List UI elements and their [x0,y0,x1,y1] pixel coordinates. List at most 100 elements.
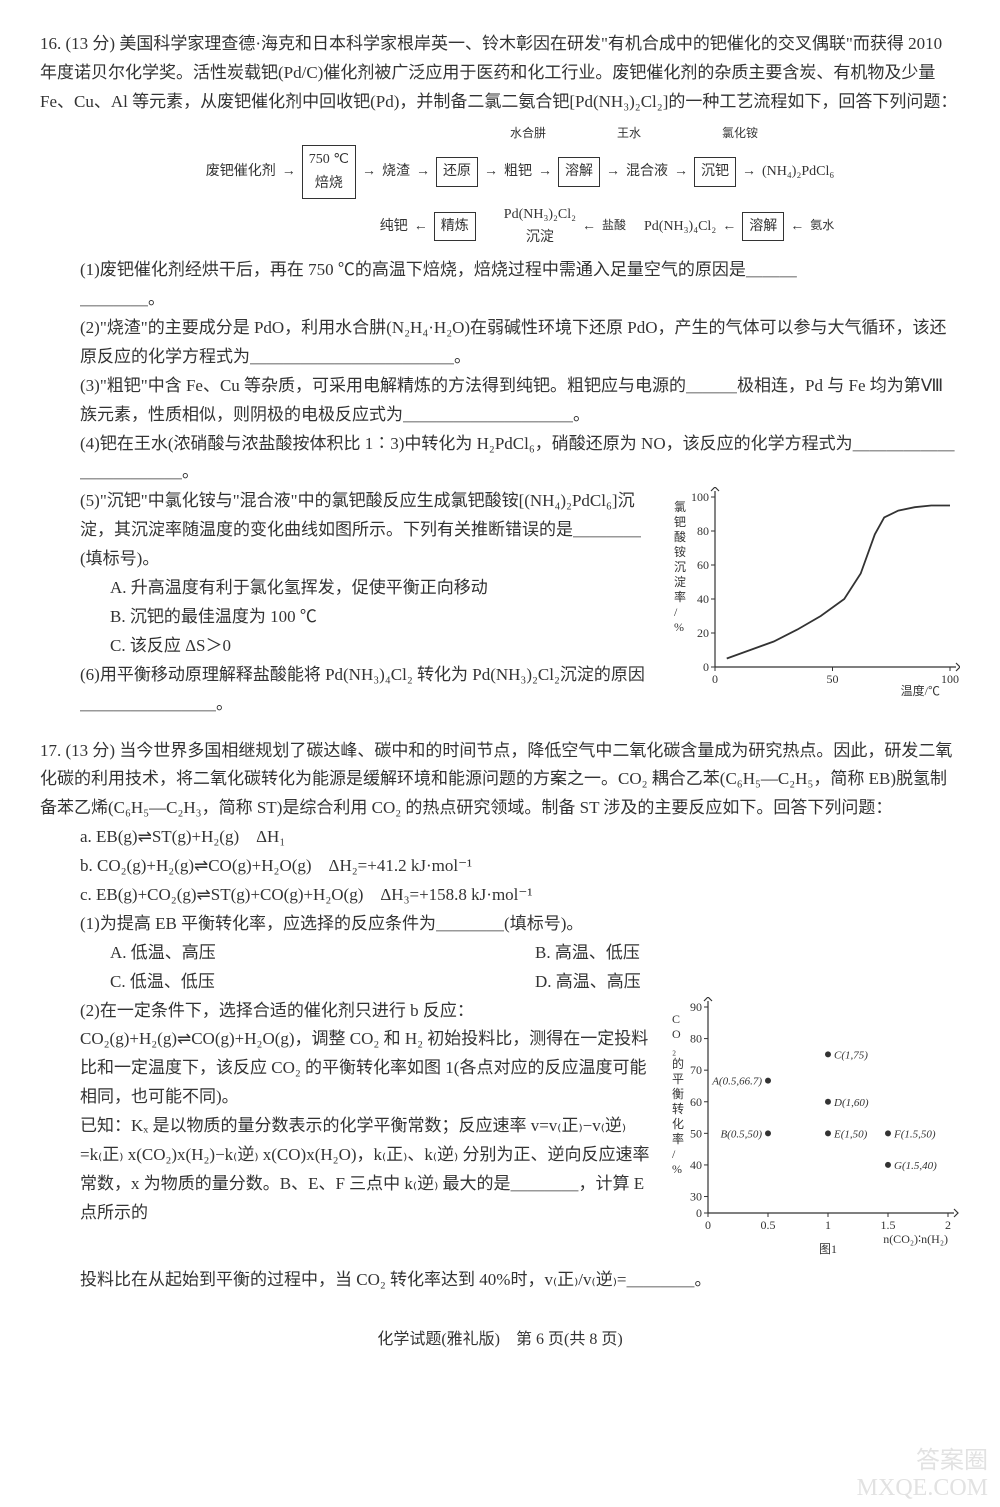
svg-text:率: 率 [674,589,686,604]
arrow-icon: ← [412,215,430,239]
flow-node-waste: 废钯催化剂 [206,160,276,184]
q17-points: (13 分) [66,741,116,760]
svg-text:F(1.5,50): F(1.5,50) [893,1128,936,1140]
svg-text:C(1,75): C(1,75) [834,1049,868,1061]
svg-text:酸: 酸 [674,529,686,544]
svg-text:70: 70 [690,1063,702,1077]
q16-p5: (5)"沉钯"中氯化铵与"混合液"中的氯钯酸反应生成氯钯酸铵[(NH₄)₂PdC… [40,487,660,574]
svg-text:0.5: 0.5 [761,1218,776,1232]
arrow-icon: → [280,160,298,184]
svg-text:20: 20 [697,626,709,640]
svg-text:平: 平 [672,1072,684,1086]
arrow-icon: ← [788,215,806,239]
svg-text:沉: 沉 [674,560,686,574]
flow-node-pdnh34cl2: Pd(NH₃)₄Cl₂ [644,215,716,239]
flow-node-crude-pd: 粗钯 [504,160,532,184]
question-16: 16. (13 分) 美国科学家理查德·海克和日本科学家根岸英一、铃木彰因在研发… [40,30,960,719]
arrow-icon: → [740,160,758,184]
q16-p5-opt-a: A. 升高温度有利于氯化氢挥发，促使平衡正向移动 [40,574,660,603]
svg-text:A(0.5,66.7): A(0.5,66.7) [711,1075,762,1087]
q16-chart: 020406080100050100氯钯酸铵沉淀率/%温度/℃ [660,487,960,707]
q17-p2-known: 已知：Kₓ 是以物质的量分数表示的化学平衡常数；反应速率 v=v₍正₎−v₍逆₎… [40,1112,660,1228]
svg-text:100: 100 [691,490,709,504]
svg-text:30: 30 [690,1189,702,1203]
q16-p5-opt-c: C. 该反应 ΔS＞0 [40,632,660,661]
svg-text:的: 的 [672,1056,684,1071]
svg-text:氯: 氯 [674,500,686,514]
arrow-icon: → [414,160,432,184]
svg-text:C: C [672,1012,680,1026]
q17-p1-opt-d: D. 高温、高压 [535,968,960,997]
flow-node-pure-pd: 纯钯 [380,215,408,239]
svg-text:图1: 图1 [819,1242,837,1256]
arrow-icon: ← [580,215,598,239]
q17-number: 17. [40,741,61,760]
svg-text:%: % [672,1162,682,1176]
svg-text:%: % [674,620,684,634]
flow-node-refine: 精炼 [434,212,476,242]
arrow-icon: → [360,160,378,184]
flow-node-mix: 混合液 [626,160,668,184]
q17-intro: 当今世界多国相继规划了碳达峰、碳中和的时间节点，降低空气中二氧化碳含量成为研究热… [40,741,952,818]
flow-node-residue: 烧渣 [382,160,410,184]
q16-p5-opt-b: B. 沉钯的最佳温度为 100 ℃ [40,603,660,632]
svg-text:淀: 淀 [674,575,686,589]
svg-text:60: 60 [690,1094,702,1108]
svg-text:80: 80 [697,524,709,538]
svg-text:钯: 钯 [674,515,686,529]
q17-p1-opt-c: C. 低温、低压 [110,968,535,997]
question-17: 17. (13 分) 当今世界多国相继规划了碳达峰、碳中和的时间节点，降低空气中… [40,737,960,1296]
q17-p1-opt-a: A. 低温、高压 [110,939,535,968]
q17-eq-c: c. EB(g)+CO₂(g)⇌ST(g)+CO(g)+H₂O(g) ΔH₃=+… [40,881,960,910]
q16-number: 16. [40,34,61,53]
q17-p2-end: 投料比在从起始到平衡的过程中，当 CO₂ 转化率达到 40%时，v₍正₎/v₍逆… [40,1266,960,1295]
arrow-icon: → [604,160,622,184]
svg-text:G(1.5,40): G(1.5,40) [894,1159,937,1171]
q16-flow-diagram: 水合肼 王水 氯化铵 废钯催化剂 → 750 ℃ 焙烧 → 烧渣 → 还原 → … [80,123,960,251]
flow-node-burn: 750 ℃ 焙烧 [302,145,356,199]
svg-text:0: 0 [705,1218,711,1232]
svg-text:温度/℃: 温度/℃ [901,683,940,697]
flow-node-nh4pdcl6: (NH₄)₂PdCl₆ [762,160,834,184]
q16-p1: (1)废钯催化剂经烘干后，再在 750 ℃的高温下焙烧，焙烧过程中需通入足量空气… [40,256,960,285]
q17-eq-a: a. EB(g)⇌ST(g)+H₂(g) ΔH₁ [40,823,960,852]
svg-text:O: O [672,1027,681,1041]
q16-points: (13 分) [66,34,116,53]
svg-text:化: 化 [672,1117,684,1131]
svg-text:衡: 衡 [672,1087,684,1101]
svg-text:40: 40 [697,592,709,606]
svg-text:0: 0 [712,672,718,686]
svg-text:0: 0 [696,1206,702,1220]
svg-text:1: 1 [825,1218,831,1232]
flow-label-aqua-regia: 王水 [609,123,649,143]
svg-text:100: 100 [941,672,959,686]
q16-p4: (4)钯在王水(浓硝酸与浓盐酸按体积比 1∶3)中转化为 H₂PdCl₆，硝酸还… [40,430,960,488]
flow-label-nh4cl: 氯化铵 [717,123,763,143]
q16-p6: (6)用平衡移动原理解释盐酸能将 Pd(NH₃)₄Cl₂ 转化为 Pd(NH₃)… [40,661,660,719]
svg-text:E(1,50): E(1,50) [833,1128,868,1140]
svg-text:₂: ₂ [672,1042,676,1056]
flow-label-hydrazine: 水合肼 [505,123,551,143]
q16-p2: (2)"烧渣"的主要成分是 PdO，利用水合肼(N₂H₄·H₂O)在弱碱性环境下… [40,314,960,372]
arrow-icon: → [672,160,690,184]
svg-text:转: 转 [672,1101,684,1116]
flow-node-reduce: 还原 [436,157,478,187]
svg-text:0: 0 [703,660,709,674]
arrow-icon: → [482,160,500,184]
svg-text:2: 2 [945,1218,951,1232]
flow-node-dissolve1: 溶解 [558,157,600,187]
svg-text:50: 50 [690,1126,702,1140]
arrow-icon: → [536,160,554,184]
svg-text:/: / [674,605,678,619]
q16-p1b: ＿＿＿＿。 [40,285,960,314]
svg-text:铵: 铵 [674,544,686,559]
q17-p1-opt-b: B. 高温、低压 [535,939,960,968]
svg-text:1.5: 1.5 [881,1218,896,1232]
svg-text:率: 率 [672,1131,684,1146]
svg-text:B(0.5,50): B(0.5,50) [720,1128,762,1140]
page-footer: 化学试题(雅礼版) 第 6 页(共 8 页) [40,1325,960,1349]
svg-text:50: 50 [827,672,839,686]
svg-text:/: / [672,1147,676,1161]
svg-text:90: 90 [690,1000,702,1014]
q17-chart: 03040506070809000.511.52A(0.5,66.7)B(0.5… [660,997,960,1267]
